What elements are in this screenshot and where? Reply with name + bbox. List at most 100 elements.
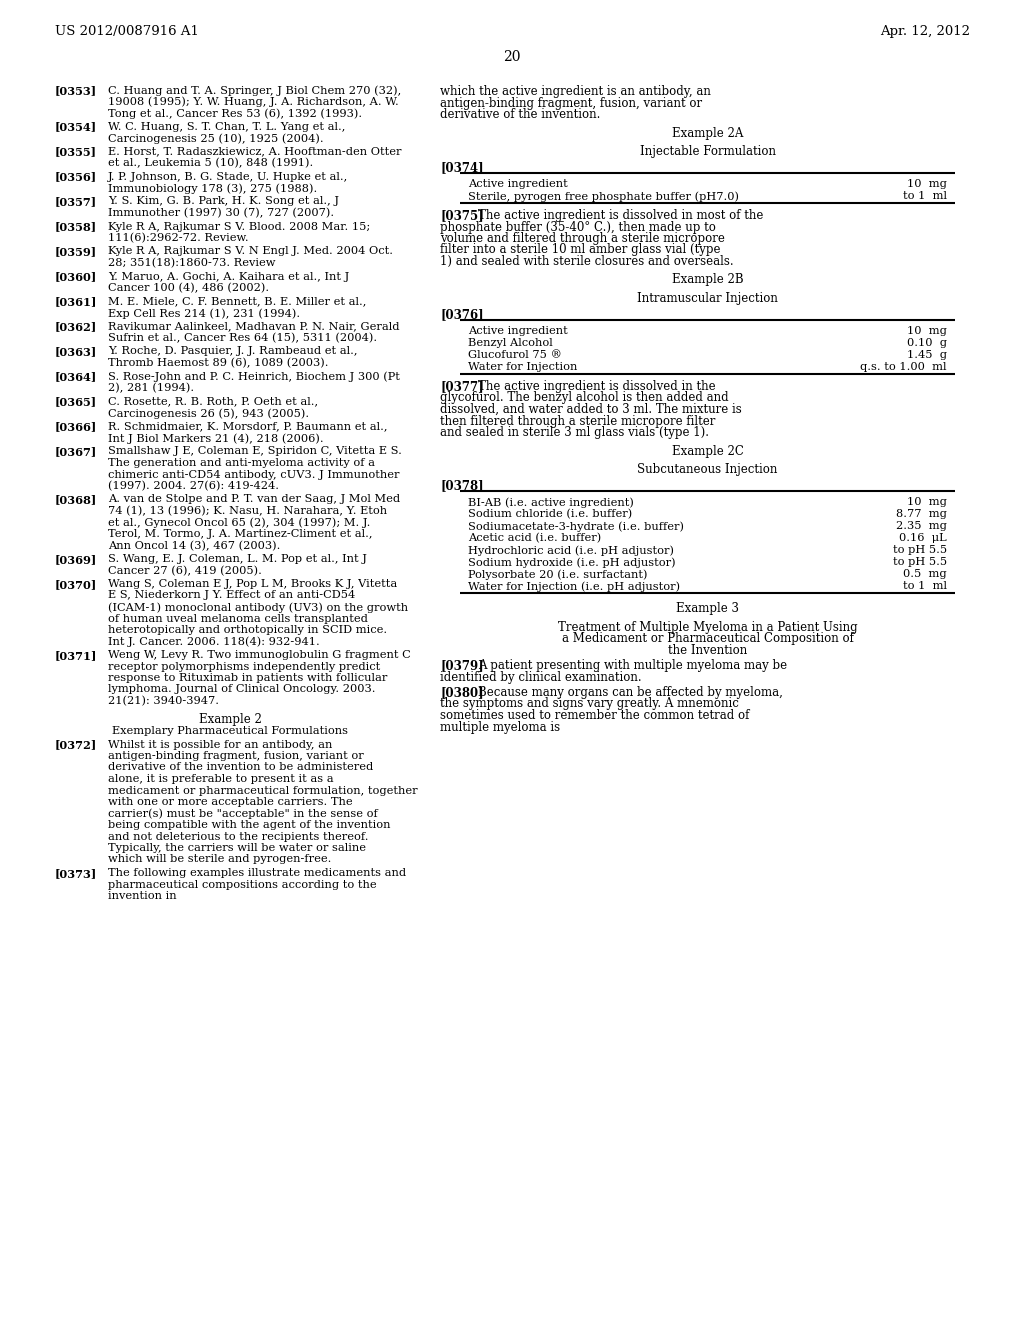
Text: Thromb Haemost 89 (6), 1089 (2003).: Thromb Haemost 89 (6), 1089 (2003). — [108, 358, 329, 368]
Text: 10  mg: 10 mg — [907, 498, 947, 507]
Text: 2), 281 (1994).: 2), 281 (1994). — [108, 383, 195, 393]
Text: Example 2: Example 2 — [199, 714, 261, 726]
Text: E S, Niederkorn J Y. Effect of an anti-CD54: E S, Niederkorn J Y. Effect of an anti-C… — [108, 590, 355, 601]
Text: [0358]: [0358] — [55, 222, 97, 232]
Text: [0355]: [0355] — [55, 147, 97, 157]
Text: phosphate buffer (35-40° C.), then made up to: phosphate buffer (35-40° C.), then made … — [440, 220, 716, 234]
Text: antigen-binding fragment, fusion, variant or: antigen-binding fragment, fusion, varian… — [108, 751, 364, 762]
Text: 10  mg: 10 mg — [907, 326, 947, 337]
Text: Smallshaw J E, Coleman E, Spiridon C, Vitetta E S.: Smallshaw J E, Coleman E, Spiridon C, Vi… — [108, 446, 401, 457]
Text: 1) and sealed with sterile closures and overseals.: 1) and sealed with sterile closures and … — [440, 255, 733, 268]
Text: being compatible with the agent of the invention: being compatible with the agent of the i… — [108, 820, 390, 830]
Text: E. Horst, T. Radaszkiewicz, A. Hooftman-den Otter: E. Horst, T. Radaszkiewicz, A. Hooftman-… — [108, 147, 401, 157]
Text: 21(21): 3940-3947.: 21(21): 3940-3947. — [108, 696, 219, 706]
Text: [0365]: [0365] — [55, 396, 97, 408]
Text: M. E. Miele, C. F. Bennett, B. E. Miller et al.,: M. E. Miele, C. F. Bennett, B. E. Miller… — [108, 297, 367, 306]
Text: sometimes used to remember the common tetrad of: sometimes used to remember the common te… — [440, 709, 750, 722]
Text: Y. Roche, D. Pasquier, J. J. Rambeaud et al.,: Y. Roche, D. Pasquier, J. J. Rambeaud et… — [108, 346, 357, 356]
Text: derivative of the invention to be administered: derivative of the invention to be admini… — [108, 763, 374, 772]
Text: which the active ingredient is an antibody, an: which the active ingredient is an antibo… — [440, 84, 711, 98]
Text: Sodiumacetate-3-hydrate (i.e. buffer): Sodiumacetate-3-hydrate (i.e. buffer) — [468, 521, 684, 532]
Text: The following examples illustrate medicaments and: The following examples illustrate medica… — [108, 869, 407, 878]
Text: Ravikumar Aalinkeel, Madhavan P. N. Nair, Gerald: Ravikumar Aalinkeel, Madhavan P. N. Nair… — [108, 322, 399, 331]
Text: [0371]: [0371] — [55, 649, 97, 661]
Text: Sodium hydroxide (i.e. pH adjustor): Sodium hydroxide (i.e. pH adjustor) — [468, 557, 676, 568]
Text: 1.45  g: 1.45 g — [907, 350, 947, 360]
Text: A patient presenting with multiple myeloma may be: A patient presenting with multiple myelo… — [478, 659, 787, 672]
Text: which will be sterile and pyrogen-free.: which will be sterile and pyrogen-free. — [108, 854, 332, 865]
Text: Acetic acid (i.e. buffer): Acetic acid (i.e. buffer) — [468, 533, 601, 544]
Text: Water for Injection: Water for Injection — [468, 362, 578, 372]
Text: Exemplary Pharmaceutical Formulations: Exemplary Pharmaceutical Formulations — [112, 726, 348, 737]
Text: Example 2B: Example 2B — [672, 273, 743, 286]
Text: Example 2C: Example 2C — [672, 445, 743, 458]
Text: [0354]: [0354] — [55, 121, 97, 132]
Text: R. Schmidmaier, K. Morsdorf, P. Baumann et al.,: R. Schmidmaier, K. Morsdorf, P. Baumann … — [108, 421, 387, 432]
Text: carrier(s) must be "acceptable" in the sense of: carrier(s) must be "acceptable" in the s… — [108, 808, 378, 820]
Text: with one or more acceptable carriers. The: with one or more acceptable carriers. Th… — [108, 797, 352, 807]
Text: Cancer 27 (6), 419 (2005).: Cancer 27 (6), 419 (2005). — [108, 565, 262, 576]
Text: dissolved, and water added to 3 ml. The mixture is: dissolved, and water added to 3 ml. The … — [440, 403, 741, 416]
Text: Apr. 12, 2012: Apr. 12, 2012 — [880, 25, 970, 38]
Text: [0356]: [0356] — [55, 172, 97, 182]
Text: the symptoms and signs vary greatly. A mnemonic: the symptoms and signs vary greatly. A m… — [440, 697, 739, 710]
Text: The active ingredient is dissolved in most of the: The active ingredient is dissolved in mo… — [478, 209, 763, 222]
Text: 0.10  g: 0.10 g — [907, 338, 947, 348]
Text: [0362]: [0362] — [55, 322, 97, 333]
Text: [0368]: [0368] — [55, 495, 97, 506]
Text: Sodium chloride (i.e. buffer): Sodium chloride (i.e. buffer) — [468, 510, 632, 519]
Text: S. Rose-John and P. C. Heinrich, Biochem J 300 (Pt: S. Rose-John and P. C. Heinrich, Biochem… — [108, 371, 400, 381]
Text: 111(6):2962-72. Review.: 111(6):2962-72. Review. — [108, 234, 249, 243]
Text: pharmaceutical compositions according to the: pharmaceutical compositions according to… — [108, 879, 377, 890]
Text: 19008 (1995); Y. W. Huang, J. A. Richardson, A. W.: 19008 (1995); Y. W. Huang, J. A. Richard… — [108, 96, 398, 107]
Text: lymphoma. Journal of Clinical Oncology. 2003.: lymphoma. Journal of Clinical Oncology. … — [108, 685, 376, 694]
Text: then filtered through a sterile micropore filter: then filtered through a sterile micropor… — [440, 414, 716, 428]
Text: Immunother (1997) 30 (7), 727 (2007).: Immunother (1997) 30 (7), 727 (2007). — [108, 209, 334, 218]
Text: Kyle R A, Rajkumar S V. N Engl J. Med. 2004 Oct.: Kyle R A, Rajkumar S V. N Engl J. Med. 2… — [108, 247, 393, 256]
Text: Y. S. Kim, G. B. Park, H. K. Song et al., J: Y. S. Kim, G. B. Park, H. K. Song et al.… — [108, 197, 339, 206]
Text: Example 3: Example 3 — [676, 602, 739, 615]
Text: 28; 351(18):1860-73. Review: 28; 351(18):1860-73. Review — [108, 257, 275, 268]
Text: Exp Cell Res 214 (1), 231 (1994).: Exp Cell Res 214 (1), 231 (1994). — [108, 308, 300, 318]
Text: 0.16  μL: 0.16 μL — [899, 533, 947, 543]
Text: Terol, M. Tormo, J. A. Martinez-Climent et al.,: Terol, M. Tormo, J. A. Martinez-Climent … — [108, 529, 373, 539]
Text: Int J Biol Markers 21 (4), 218 (2006).: Int J Biol Markers 21 (4), 218 (2006). — [108, 433, 324, 444]
Text: multiple myeloma is: multiple myeloma is — [440, 721, 560, 734]
Text: The generation and anti-myeloma activity of a: The generation and anti-myeloma activity… — [108, 458, 375, 469]
Text: [0377]: [0377] — [440, 380, 483, 393]
Text: to 1  ml: to 1 ml — [903, 191, 947, 201]
Text: Whilst it is possible for an antibody, an: Whilst it is possible for an antibody, a… — [108, 739, 333, 750]
Text: US 2012/0087916 A1: US 2012/0087916 A1 — [55, 25, 199, 38]
Text: Because many organs can be affected by myeloma,: Because many organs can be affected by m… — [478, 686, 783, 700]
Text: Active ingredient: Active ingredient — [468, 180, 567, 189]
Text: S. Wang, E. J. Coleman, L. M. Pop et al., Int J: S. Wang, E. J. Coleman, L. M. Pop et al.… — [108, 554, 367, 564]
Text: C. Rosette, R. B. Roth, P. Oeth et al.,: C. Rosette, R. B. Roth, P. Oeth et al., — [108, 396, 318, 407]
Text: to 1  ml: to 1 ml — [903, 581, 947, 591]
Text: Carcinogenesis 25 (10), 1925 (2004).: Carcinogenesis 25 (10), 1925 (2004). — [108, 133, 324, 144]
Text: glycofurol. The benzyl alcohol is then added and: glycofurol. The benzyl alcohol is then a… — [440, 392, 729, 404]
Text: (1997). 2004. 27(6): 419-424.: (1997). 2004. 27(6): 419-424. — [108, 480, 279, 491]
Text: Subcutaneous Injection: Subcutaneous Injection — [637, 463, 777, 477]
Text: [0378]: [0378] — [440, 479, 483, 492]
Text: C. Huang and T. A. Springer, J Biol Chem 270 (32),: C. Huang and T. A. Springer, J Biol Chem… — [108, 84, 401, 95]
Text: 0.5  mg: 0.5 mg — [903, 569, 947, 579]
Text: Treatment of Multiple Myeloma in a Patient Using: Treatment of Multiple Myeloma in a Patie… — [558, 620, 857, 634]
Text: [0360]: [0360] — [55, 272, 97, 282]
Text: Tong et al., Cancer Res 53 (6), 1392 (1993).: Tong et al., Cancer Res 53 (6), 1392 (19… — [108, 108, 362, 119]
Text: 74 (1), 13 (1996); K. Nasu, H. Narahara, Y. Etoh: 74 (1), 13 (1996); K. Nasu, H. Narahara,… — [108, 506, 387, 516]
Text: [0373]: [0373] — [55, 869, 97, 879]
Text: [0366]: [0366] — [55, 421, 97, 433]
Text: Active ingredient: Active ingredient — [468, 326, 567, 337]
Text: antigen-binding fragment, fusion, variant or: antigen-binding fragment, fusion, varian… — [440, 96, 702, 110]
Text: Sufrin et al., Cancer Res 64 (15), 5311 (2004).: Sufrin et al., Cancer Res 64 (15), 5311 … — [108, 333, 377, 343]
Text: Sterile, pyrogen free phosphate buffer (pH7.0): Sterile, pyrogen free phosphate buffer (… — [468, 191, 739, 202]
Text: Hydrochloric acid (i.e. pH adjustor): Hydrochloric acid (i.e. pH adjustor) — [468, 545, 674, 556]
Text: BI-AB (i.e. active ingredient): BI-AB (i.e. active ingredient) — [468, 498, 634, 508]
Text: and sealed in sterile 3 ml glass vials (type 1).: and sealed in sterile 3 ml glass vials (… — [440, 426, 709, 440]
Text: Immunobiology 178 (3), 275 (1988).: Immunobiology 178 (3), 275 (1988). — [108, 183, 317, 194]
Text: identified by clinical examination.: identified by clinical examination. — [440, 671, 642, 684]
Text: and not deleterious to the recipients thereof.: and not deleterious to the recipients th… — [108, 832, 369, 842]
Text: a Medicament or Pharmaceutical Composition of: a Medicament or Pharmaceutical Compositi… — [561, 632, 853, 645]
Text: to pH 5.5: to pH 5.5 — [893, 557, 947, 568]
Text: of human uveal melanoma cells transplanted: of human uveal melanoma cells transplant… — [108, 614, 368, 623]
